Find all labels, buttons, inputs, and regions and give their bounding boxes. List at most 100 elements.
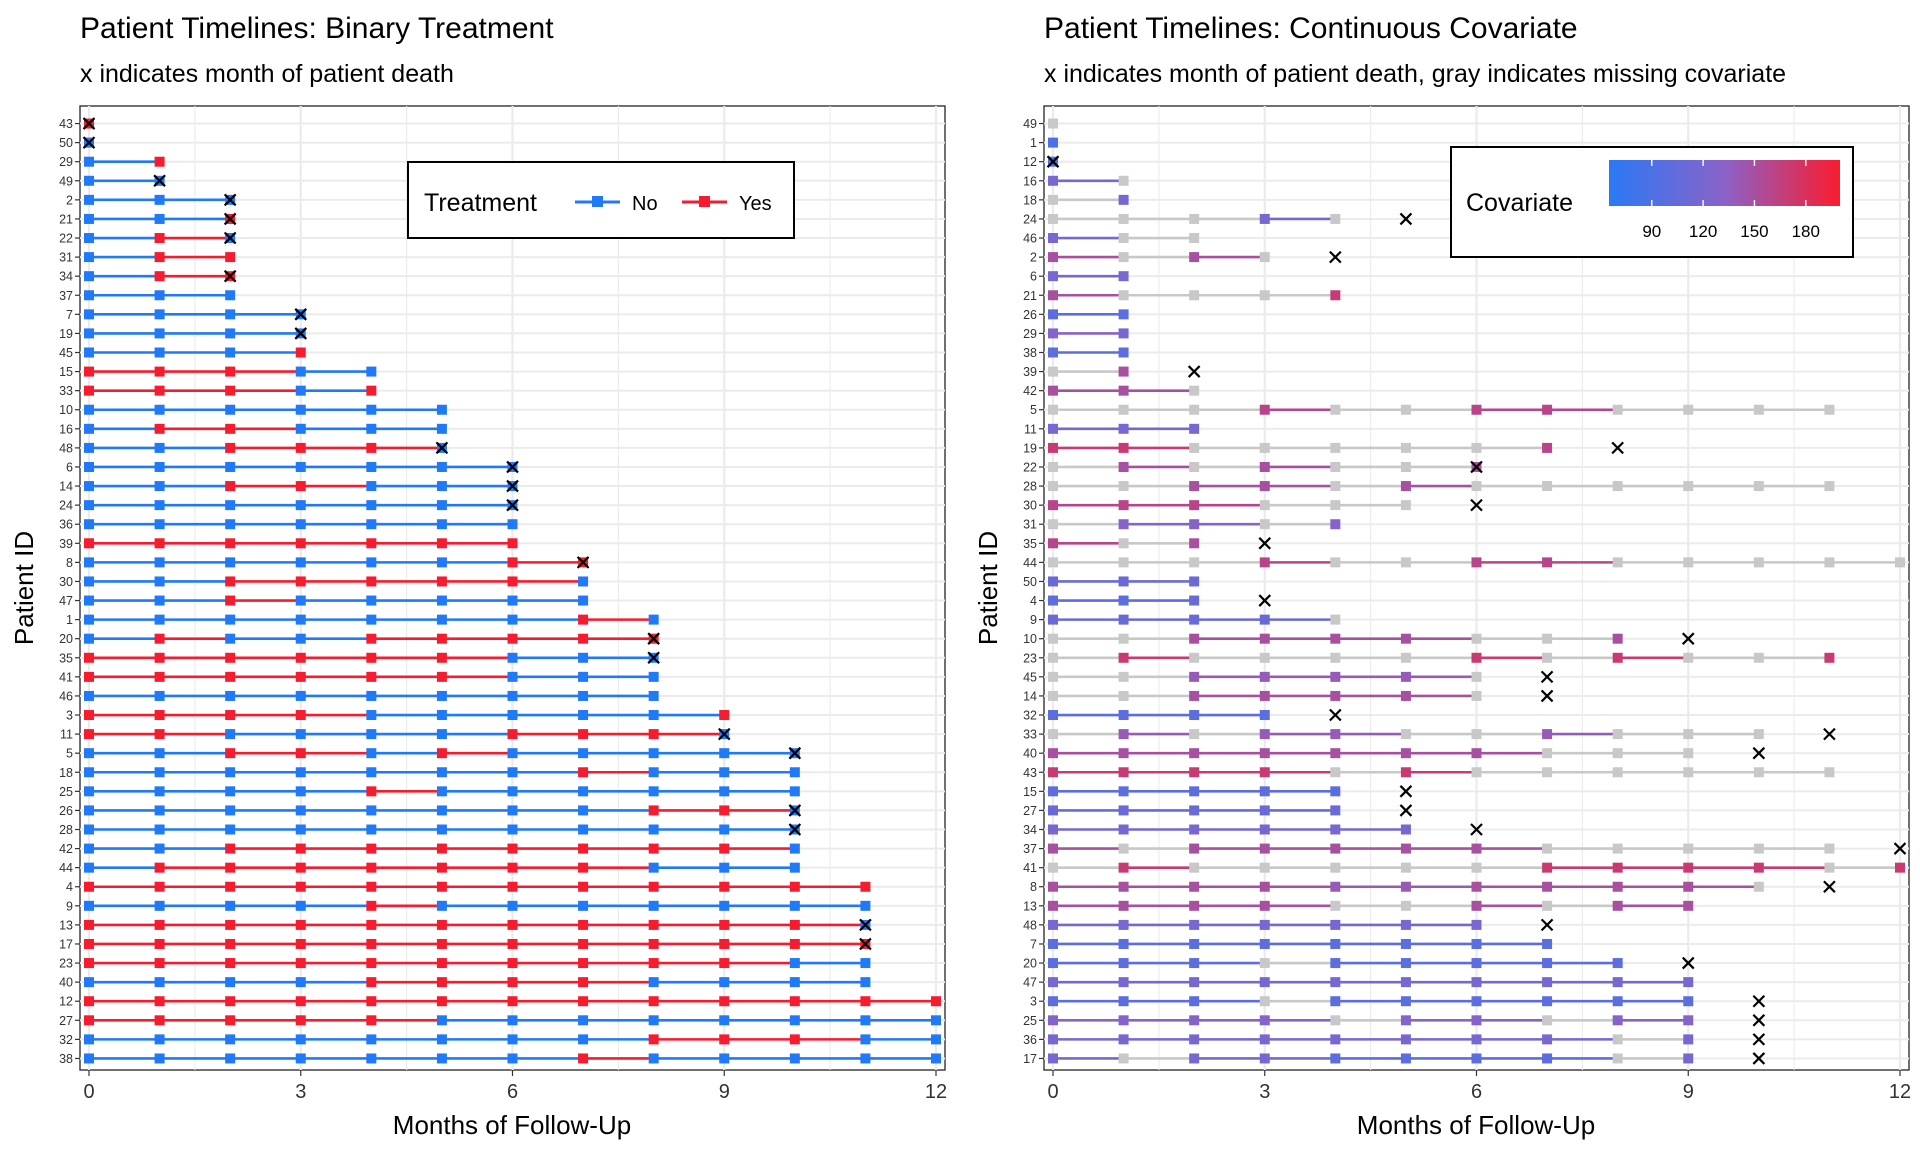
visit-point	[578, 919, 589, 930]
visit-point	[1118, 671, 1129, 682]
visit-point	[1471, 996, 1482, 1007]
visit-point	[1400, 748, 1411, 759]
visit-point	[154, 729, 165, 740]
visit-point	[789, 900, 800, 911]
y-tick-label: 24	[1023, 212, 1037, 226]
visit-point	[1542, 652, 1553, 663]
visit-point	[366, 366, 377, 377]
visit-point	[507, 595, 518, 606]
visit-point	[436, 690, 447, 701]
visit-point	[1048, 881, 1058, 892]
visit-point	[295, 977, 306, 988]
visit-point	[1542, 938, 1553, 949]
visit-point	[1189, 710, 1200, 721]
visit-point	[1612, 843, 1623, 854]
y-tick-label: 25	[1023, 1014, 1037, 1028]
visit-point	[507, 748, 518, 759]
visit-point	[1471, 938, 1482, 949]
visit-point	[1189, 442, 1200, 453]
visit-point	[1118, 366, 1129, 377]
visit-point	[84, 805, 94, 816]
visit-point	[1330, 786, 1341, 797]
chart-subtitle: x indicates month of patient death, gray…	[1044, 60, 1786, 88]
visit-point	[507, 1053, 518, 1064]
visit-point	[1259, 481, 1270, 492]
visit-point	[1048, 557, 1058, 568]
x-tick-label: 6	[507, 1081, 518, 1103]
death-marker	[1470, 460, 1483, 474]
visit-point	[84, 194, 94, 205]
visit-point	[1612, 862, 1623, 873]
continuous-covariate-panel: Patient Timelines: Continuous Covariate …	[973, 12, 1911, 1140]
visit-point	[1471, 900, 1482, 911]
death-marker	[1540, 670, 1554, 684]
visit-point	[1400, 862, 1411, 873]
visit-point	[1683, 729, 1694, 740]
visit-point	[648, 862, 659, 873]
visit-point	[1118, 824, 1129, 835]
visit-point	[436, 671, 447, 682]
visit-point	[1259, 729, 1270, 740]
visit-point	[1259, 767, 1270, 778]
visit-point	[225, 1015, 236, 1026]
death-marker	[1823, 727, 1836, 741]
visit-point	[1542, 404, 1553, 415]
visit-point	[1189, 862, 1200, 873]
visit-point	[225, 805, 236, 816]
visit-point	[1189, 1034, 1200, 1045]
visit-point	[1048, 137, 1058, 148]
visit-point	[1118, 557, 1129, 568]
visit-point	[84, 938, 94, 949]
visit-point	[1824, 862, 1835, 873]
visit-point	[1330, 442, 1341, 453]
visit-point	[1471, 919, 1482, 930]
chart-title: Patient Timelines: Binary Treatment	[80, 12, 554, 45]
visit-point	[648, 977, 659, 988]
y-tick-label: 7	[1030, 937, 1037, 951]
visit-point	[295, 710, 306, 721]
visit-point	[225, 290, 236, 301]
visit-point	[366, 633, 377, 644]
visit-point	[1753, 729, 1764, 740]
y-tick-labels: 4350294922122313437719451533101648614243…	[59, 117, 80, 1066]
visit-point	[1048, 1053, 1058, 1064]
visit-point	[366, 1053, 377, 1064]
visit-point	[154, 1015, 165, 1026]
visit-point	[295, 862, 306, 873]
visit-point	[578, 690, 589, 701]
visit-point	[1330, 843, 1341, 854]
y-tick-label: 41	[59, 670, 73, 684]
visit-point	[1189, 595, 1200, 606]
visit-point	[507, 977, 518, 988]
visit-point	[1048, 118, 1058, 129]
death-marker	[788, 804, 802, 817]
visit-point	[1330, 938, 1341, 949]
visit-point	[648, 996, 659, 1007]
visit-point	[295, 767, 306, 778]
visit-point	[1118, 328, 1129, 339]
x-axis-label: Months of Follow-Up	[393, 1110, 631, 1140]
visit-point	[1118, 233, 1129, 244]
visit-point	[1259, 805, 1270, 816]
visit-point	[436, 805, 447, 816]
y-tick-label: 47	[59, 594, 73, 608]
visit-point	[1189, 843, 1200, 854]
visit-point	[154, 881, 165, 892]
visit-point	[507, 900, 518, 911]
visit-point	[789, 767, 800, 778]
visit-point	[1471, 557, 1482, 568]
visit-point	[1683, 767, 1694, 778]
visit-point	[366, 442, 377, 453]
visit-point	[84, 595, 94, 606]
visit-point	[1118, 690, 1129, 701]
visit-point	[84, 538, 94, 549]
visit-point	[648, 767, 659, 778]
visit-point	[225, 385, 236, 396]
y-tick-label: 17	[59, 937, 73, 951]
x-tick-label: 9	[719, 1081, 730, 1103]
visit-point	[1471, 1034, 1482, 1045]
y-tick-label: 25	[59, 785, 73, 799]
visit-point	[719, 881, 730, 892]
visit-point	[1330, 805, 1341, 816]
visit-point	[648, 938, 659, 949]
